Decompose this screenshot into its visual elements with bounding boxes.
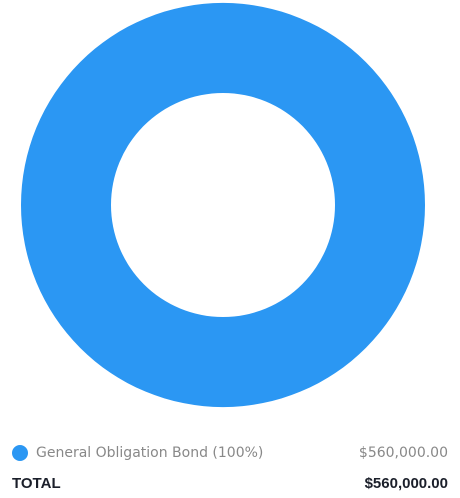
donut-slice-0 [20, 2, 426, 408]
total-value: $560,000.00 [364, 474, 448, 492]
donut-chart-area [20, 2, 426, 408]
legend-item-value: $560,000.00 [358, 445, 448, 461]
total-label: TOTAL [12, 474, 61, 492]
legend-item-label: General Obligation Bond (100%) [36, 445, 264, 461]
total-row: TOTAL $560,000.00 [12, 472, 448, 494]
legend-swatch-icon [12, 445, 28, 461]
legend-item: General Obligation Bond (100%) $560,000.… [12, 441, 448, 465]
donut-chart [20, 2, 426, 408]
